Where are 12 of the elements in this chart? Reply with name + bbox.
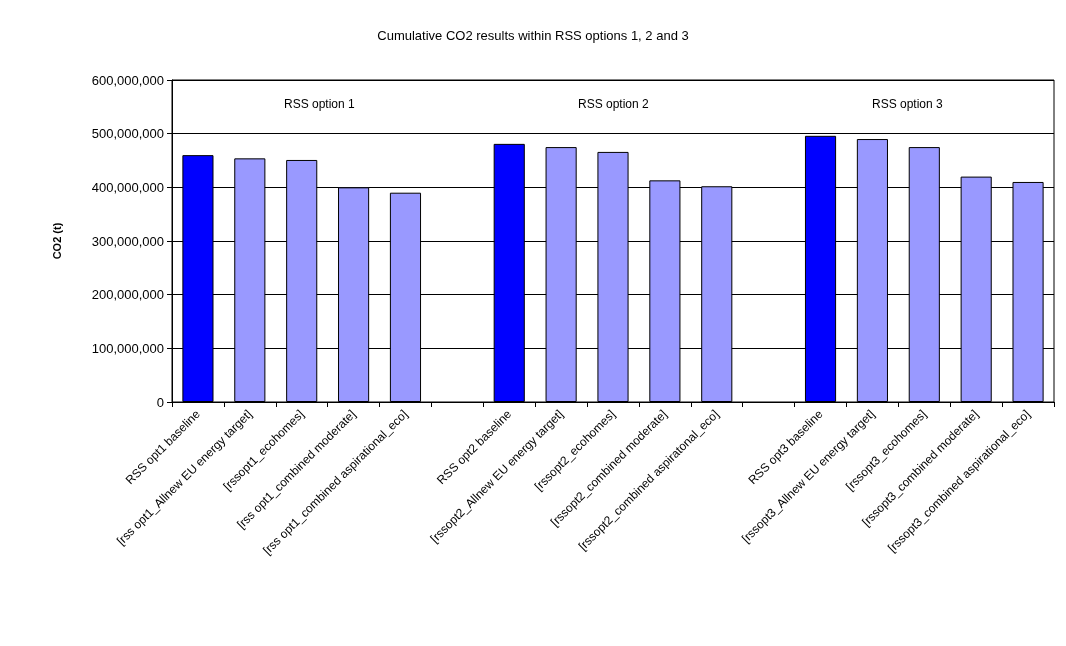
y-tick-label: 600,000,000 [91, 72, 164, 88]
annotation: RSS option 3 [872, 97, 944, 111]
annotation: RSS option 1 [284, 97, 356, 111]
y-tick-label: 500,000,000 [91, 126, 164, 142]
y-tick-label: 200,000,000 [91, 287, 164, 303]
y-tick-label: 300,000,000 [91, 233, 164, 249]
y-tick-label: 400,000,000 [91, 179, 164, 195]
annotation: RSS option 2 [578, 97, 650, 111]
y-tick-label: 100,000,000 [91, 340, 164, 356]
chart-title: Cumulative CO2 results within RSS options 1, 2 and 3 [377, 28, 689, 43]
y-tick-label: 0 [156, 394, 164, 410]
y-axis-title: CO2 (t) [50, 222, 63, 260]
